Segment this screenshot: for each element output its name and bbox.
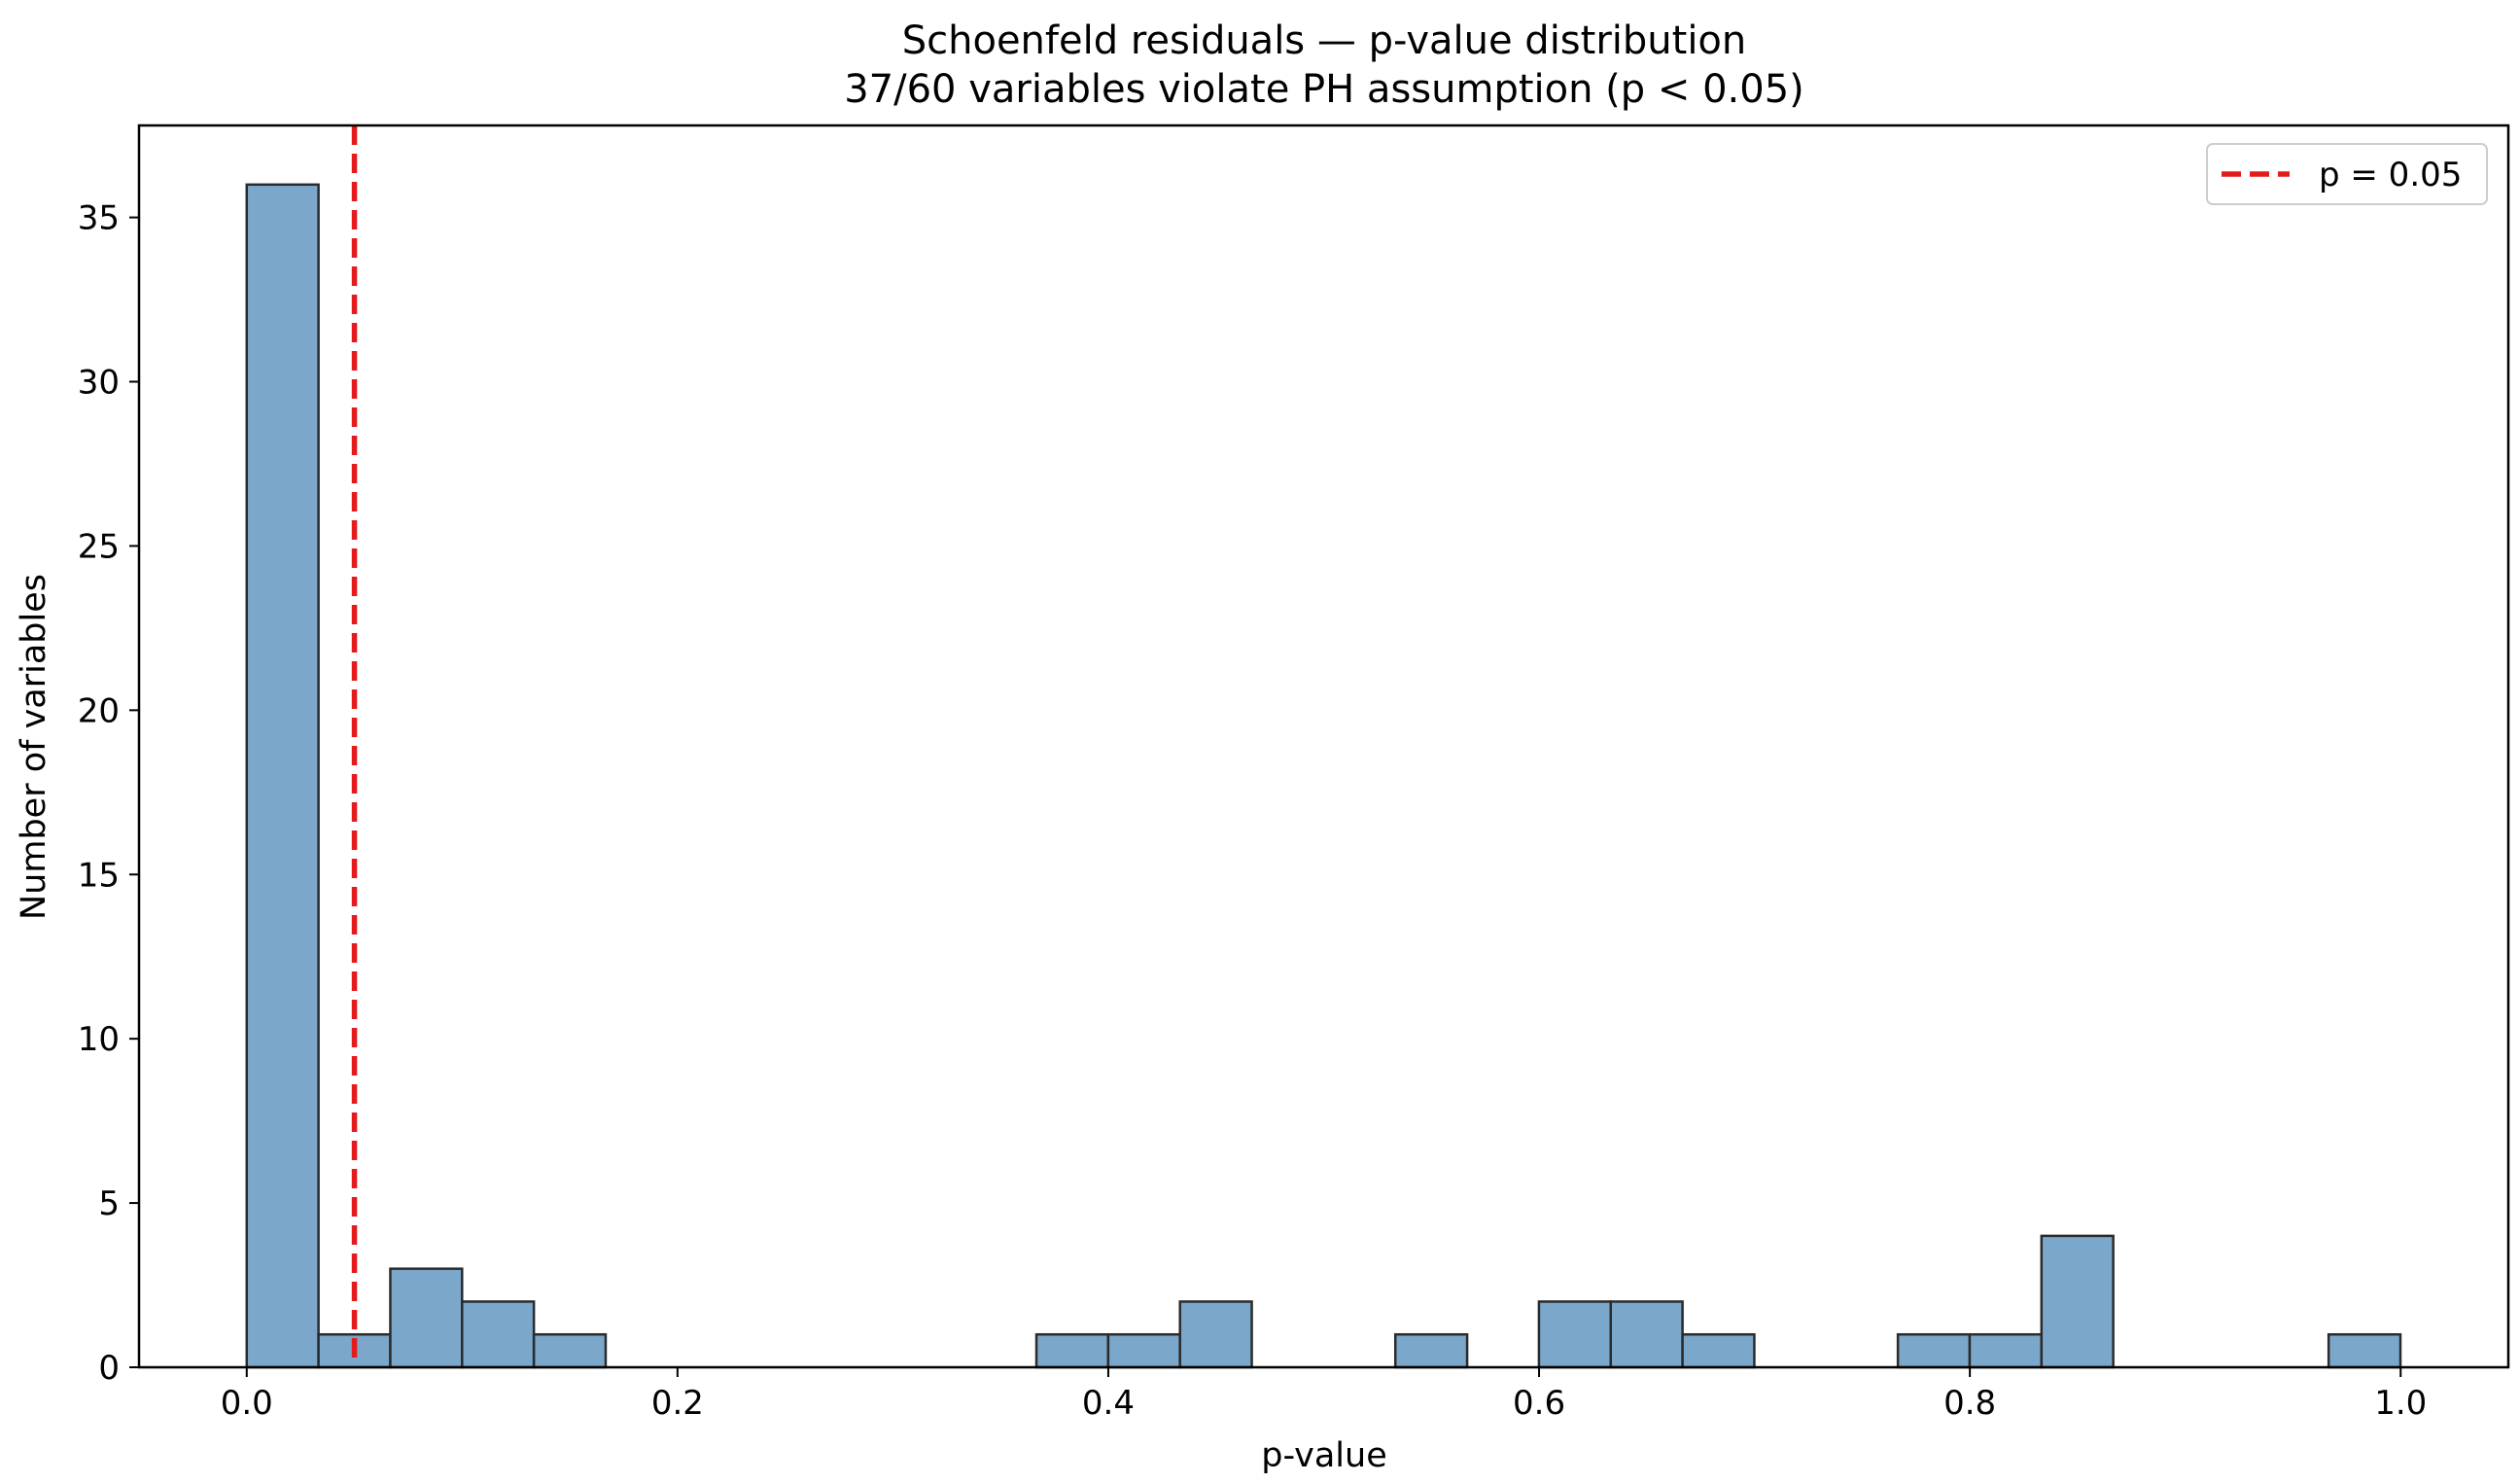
x-axis-label: p-value: [1261, 1436, 1387, 1475]
chart-subtitle: 37/60 variables violate PH assumption (p…: [844, 67, 1804, 112]
x-tick-label: 0.6: [1513, 1384, 1565, 1423]
histogram-bar: [2327, 1332, 2402, 1369]
histogram-bar: [1178, 1300, 1253, 1369]
histogram-bar: [1393, 1332, 1469, 1369]
y-axis-ticks: 0 5 10 15 20 25 30 35: [78, 199, 139, 1388]
plot-frame: [137, 124, 2510, 1369]
y-tick-label: 10: [78, 1020, 120, 1059]
x-tick-label: 0.4: [1082, 1384, 1135, 1423]
histogram-bar: [1681, 1332, 1756, 1369]
y-tick-label: 25: [78, 527, 120, 566]
histogram-bar: [532, 1332, 608, 1369]
x-tick-label: 0.2: [651, 1384, 704, 1423]
histogram-bar: [1896, 1332, 1972, 1369]
histogram-bar: [2040, 1234, 2115, 1369]
legend-label: p = 0.05: [2319, 156, 2462, 194]
y-tick-label: 0: [98, 1349, 120, 1388]
y-tick-label: 30: [78, 364, 120, 403]
y-tick-label: 5: [98, 1184, 120, 1223]
legend-box: [2206, 143, 2488, 205]
histogram-bar: [389, 1267, 464, 1369]
x-axis-ticks: 0.0 0.2 0.4 0.6 0.8 1.0: [221, 1367, 2427, 1423]
y-axis-label: Number of variables: [15, 574, 53, 920]
histogram-bar: [1968, 1332, 2044, 1369]
histogram-bar: [1106, 1332, 1181, 1369]
y-tick-label: 15: [78, 856, 120, 895]
bars-group: [245, 183, 2402, 1369]
y-tick-label: 35: [78, 199, 120, 238]
histogram-bar: [1609, 1300, 1684, 1369]
legend: p = 0.05: [2206, 143, 2488, 205]
histogram-bar: [245, 183, 320, 1369]
x-tick-label: 0.0: [221, 1384, 273, 1423]
chart-title: Schoenfeld residuals — p-value distribut…: [902, 18, 1747, 63]
histogram-bar: [1034, 1332, 1110, 1369]
x-tick-label: 1.0: [2374, 1384, 2427, 1423]
histogram-bar: [461, 1300, 536, 1369]
y-tick-label: 20: [78, 691, 120, 730]
x-tick-label: 0.8: [1943, 1384, 1996, 1423]
histogram-bar: [1537, 1300, 1613, 1369]
